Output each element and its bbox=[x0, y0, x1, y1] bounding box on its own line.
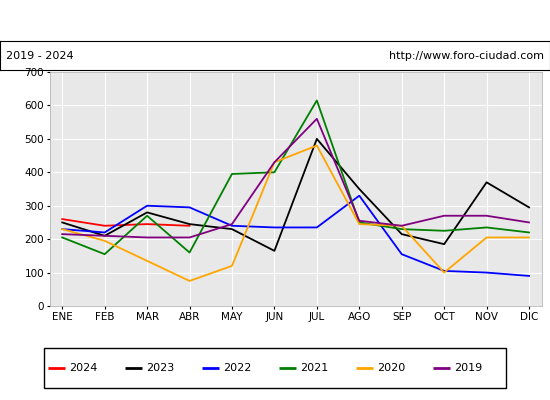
Text: 2020: 2020 bbox=[377, 363, 406, 373]
Text: Evolucion Nº Turistas Nacionales en el municipio de Favara: Evolucion Nº Turistas Nacionales en el m… bbox=[59, 14, 491, 28]
Text: 2019 - 2024: 2019 - 2024 bbox=[6, 51, 73, 61]
Text: 2021: 2021 bbox=[300, 363, 329, 373]
Text: http://www.foro-ciudad.com: http://www.foro-ciudad.com bbox=[389, 51, 544, 61]
Text: 2024: 2024 bbox=[69, 363, 98, 373]
Text: 2023: 2023 bbox=[146, 363, 175, 373]
Text: 2022: 2022 bbox=[223, 363, 252, 373]
Text: 2019: 2019 bbox=[454, 363, 483, 373]
